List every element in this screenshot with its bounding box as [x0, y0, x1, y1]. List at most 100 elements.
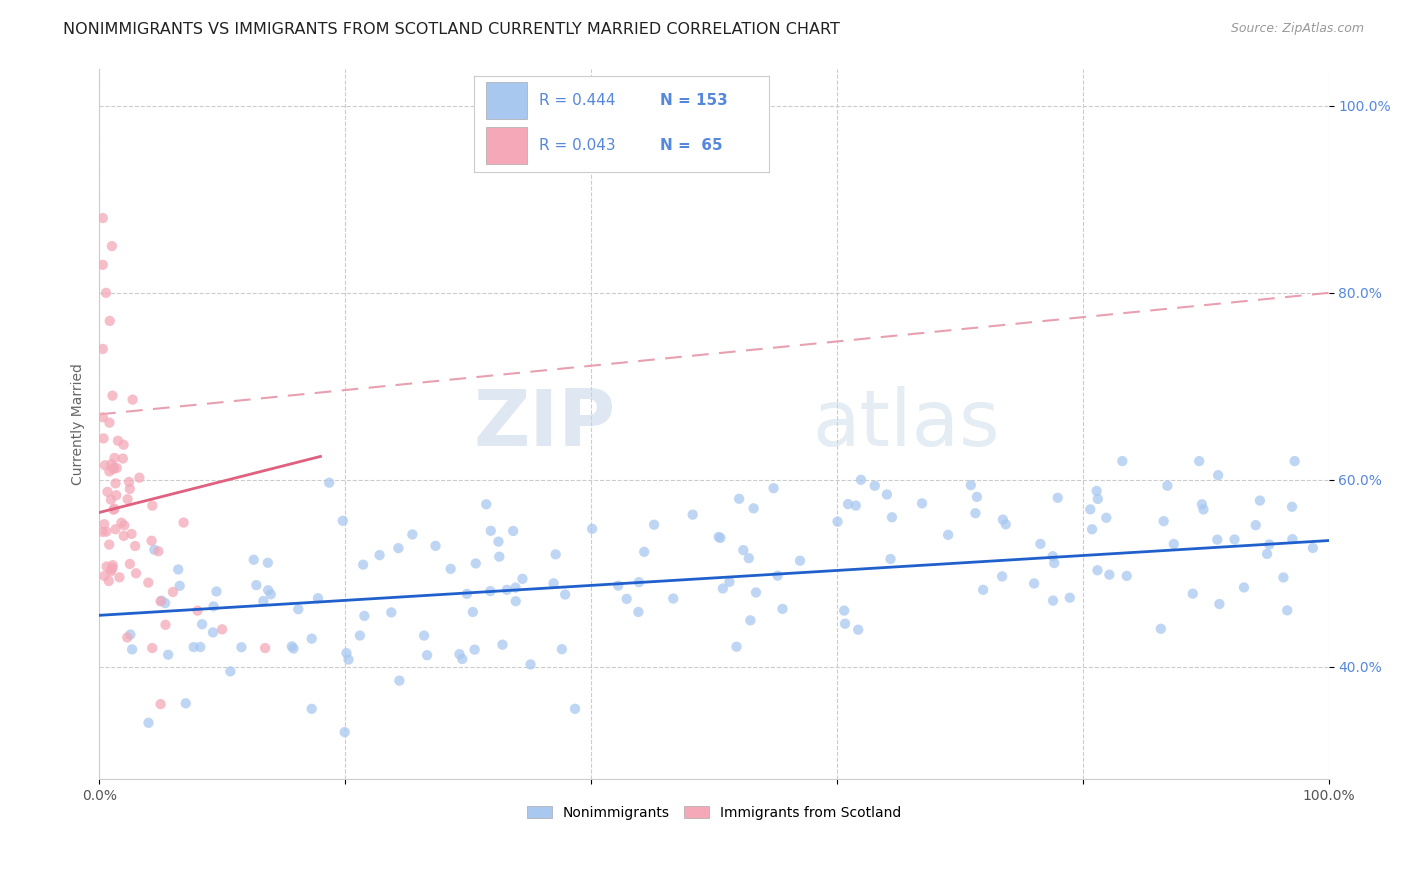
Point	[211, 623, 233, 637]
Point	[349, 628, 371, 642]
Point	[1078, 502, 1101, 516]
Point	[100, 562, 122, 576]
Point	[488, 549, 510, 564]
Point	[141, 533, 163, 548]
Point	[260, 587, 283, 601]
Point	[488, 534, 510, 549]
Point	[1206, 468, 1229, 483]
Text: NONIMMIGRANTS VS IMMIGRANTS FROM SCOTLAND CURRENTLY MARRIED CORRELATION CHART: NONIMMIGRANTS VS IMMIGRANTS FROM SCOTLAN…	[63, 22, 841, 37]
Point	[643, 517, 665, 532]
Point	[846, 623, 869, 637]
Point	[201, 625, 224, 640]
Point	[401, 527, 423, 541]
Point	[141, 641, 163, 656]
Point	[827, 515, 849, 529]
Point	[332, 514, 354, 528]
Point	[91, 342, 114, 356]
Point	[98, 314, 121, 328]
Point	[103, 450, 125, 465]
Point	[252, 594, 274, 608]
Point	[1208, 597, 1230, 611]
Point	[301, 702, 323, 716]
Point	[186, 604, 208, 618]
Point	[745, 585, 768, 599]
Point	[581, 522, 603, 536]
Point	[1087, 563, 1109, 577]
Point	[479, 584, 502, 599]
Point	[335, 646, 357, 660]
Point	[91, 258, 114, 272]
Point	[153, 596, 176, 610]
Point	[148, 544, 170, 558]
Point	[112, 529, 135, 543]
Point	[150, 593, 173, 607]
Text: atlas: atlas	[813, 385, 1000, 462]
Point	[103, 502, 125, 516]
Point	[104, 476, 127, 491]
Point	[1156, 478, 1178, 492]
Point	[1150, 622, 1173, 636]
Point	[479, 524, 502, 538]
Point	[1281, 500, 1303, 514]
Point	[709, 531, 731, 545]
Point	[849, 473, 872, 487]
Point	[155, 617, 177, 632]
Point	[96, 524, 118, 539]
Point	[425, 539, 447, 553]
Point	[991, 569, 1014, 583]
Point	[98, 538, 121, 552]
Point	[105, 461, 128, 475]
Point	[100, 565, 122, 579]
Point	[475, 497, 498, 511]
Point	[491, 638, 513, 652]
Point	[564, 702, 586, 716]
Point	[118, 475, 141, 489]
Point	[143, 542, 166, 557]
Point	[97, 574, 120, 588]
Point	[118, 557, 141, 571]
Point	[461, 605, 484, 619]
Point	[333, 725, 356, 739]
Point	[117, 492, 139, 507]
Point	[607, 579, 630, 593]
Point	[287, 602, 309, 616]
Point	[496, 582, 519, 597]
Point	[502, 524, 524, 538]
Point	[1111, 454, 1133, 468]
Point	[1206, 533, 1229, 547]
Point	[108, 570, 131, 584]
Point	[191, 617, 214, 632]
Point	[1022, 576, 1045, 591]
Point	[107, 434, 129, 448]
Point	[707, 530, 730, 544]
Point	[387, 541, 409, 556]
Point	[380, 606, 402, 620]
Point	[188, 640, 211, 654]
Point	[100, 492, 122, 507]
Point	[103, 501, 125, 516]
Point	[1095, 510, 1118, 524]
Point	[1042, 549, 1064, 564]
Point	[728, 491, 751, 506]
Point	[94, 458, 117, 473]
Point	[128, 471, 150, 485]
Point	[101, 558, 124, 573]
Point	[149, 697, 172, 711]
Point	[1085, 483, 1108, 498]
Point	[742, 501, 765, 516]
Point	[1081, 522, 1104, 536]
Point	[101, 389, 124, 403]
Point	[1233, 581, 1256, 595]
Point	[104, 522, 127, 536]
Point	[93, 517, 115, 532]
Point	[337, 652, 360, 666]
Point	[388, 673, 411, 688]
Point	[1191, 497, 1213, 511]
Point	[1281, 532, 1303, 546]
Point	[157, 648, 180, 662]
Point	[936, 528, 959, 542]
Point	[301, 632, 323, 646]
Point	[125, 566, 148, 581]
Point	[353, 608, 375, 623]
Point	[112, 438, 135, 452]
